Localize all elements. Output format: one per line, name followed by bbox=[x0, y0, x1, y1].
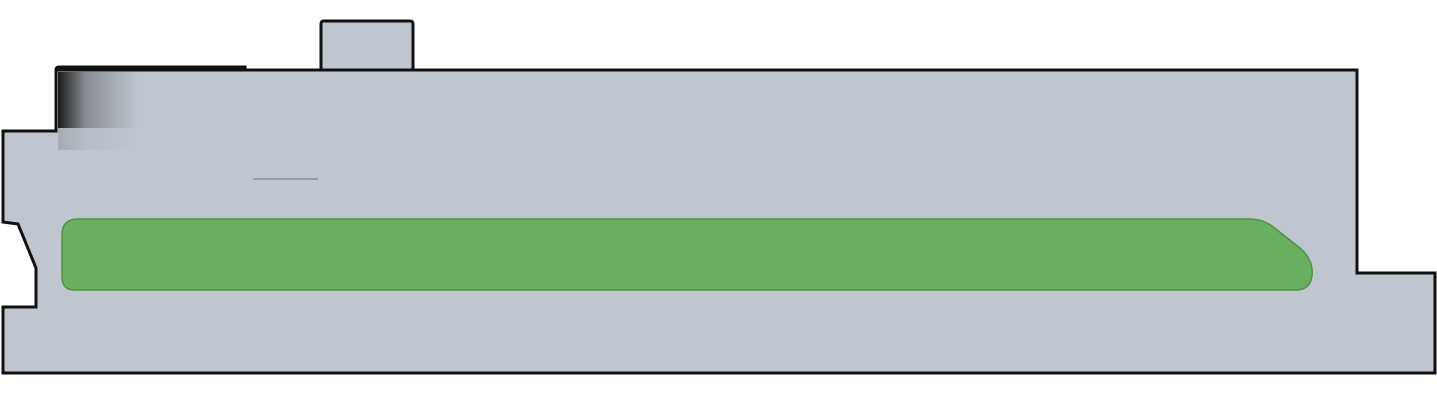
top-tab bbox=[319, 19, 415, 72]
step-shading-fade bbox=[58, 128, 138, 150]
upper-left-step bbox=[54, 65, 247, 131]
green-channel bbox=[61, 218, 1313, 291]
